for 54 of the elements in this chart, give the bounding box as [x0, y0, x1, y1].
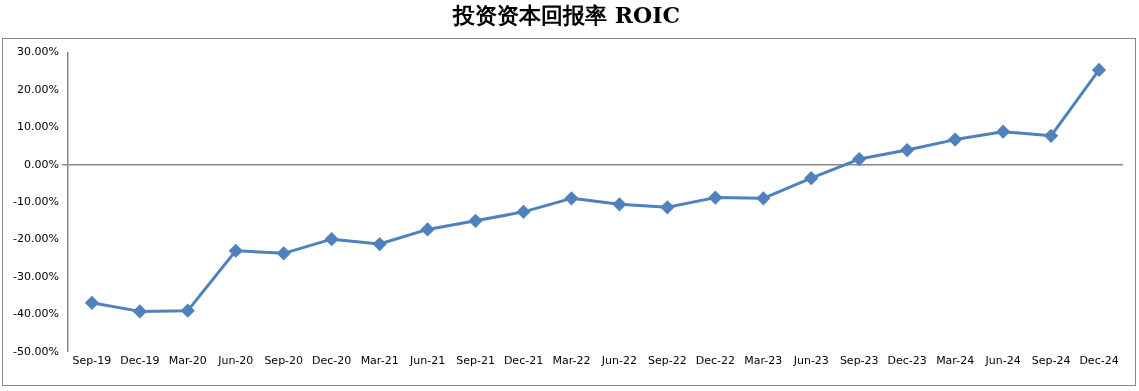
point — [900, 143, 914, 157]
x-tick-label: Mar-20 — [168, 354, 207, 368]
y-tick-label: -40.00% — [12, 307, 59, 321]
chart-title: 投资资本回报率 ROIC — [452, 1, 680, 28]
x-tick-label: Jun-22 — [600, 354, 638, 368]
y-tick-label: -10.00% — [12, 194, 59, 208]
x-tick-label: Sep-23 — [839, 354, 879, 368]
x-tick-label: Mar-24 — [936, 354, 975, 368]
x-tick-label: Dec-21 — [503, 354, 544, 368]
point — [229, 244, 243, 258]
point — [756, 191, 770, 205]
point — [660, 200, 674, 214]
point — [421, 222, 435, 236]
x-tick-label: Sep-19 — [72, 354, 112, 368]
point — [277, 246, 291, 260]
point — [517, 205, 531, 219]
point — [1092, 63, 1106, 77]
y-tick-label: 0.00% — [23, 157, 59, 171]
y-tick-label: 30.00% — [16, 45, 59, 59]
x-tick-label: Dec-24 — [1079, 354, 1119, 368]
x-tick-label: Dec-23 — [887, 354, 927, 368]
x-tick-label: Mar-23 — [744, 354, 783, 368]
x-tick-label: Dec-20 — [312, 354, 352, 368]
y-tick-label: 20.00% — [16, 82, 59, 96]
x-tick-label: Mar-21 — [360, 354, 399, 368]
point — [948, 133, 962, 147]
x-tick-label: Sep-22 — [648, 354, 687, 368]
y-tick-label: -30.00% — [12, 269, 59, 283]
point — [325, 232, 339, 246]
x-tick-label: Jun-21 — [409, 354, 446, 368]
x-tick-label: Sep-21 — [456, 354, 495, 368]
point — [996, 125, 1010, 139]
x-tick-label: Sep-24 — [1031, 354, 1071, 368]
point — [85, 296, 99, 310]
point — [1044, 129, 1058, 143]
x-tick-label: Dec-19 — [120, 354, 160, 368]
y-tick-label: -50.00% — [12, 344, 59, 358]
x-tick-label: Jun-24 — [984, 354, 1021, 368]
point — [564, 191, 578, 205]
point — [181, 304, 195, 318]
point — [708, 191, 722, 205]
point — [852, 152, 866, 166]
y-tick-label: -20.00% — [12, 232, 59, 246]
x-tick-label: Dec-22 — [695, 354, 735, 368]
x-tick-label: Jun-23 — [792, 354, 829, 368]
x-tick-label: Mar-22 — [552, 354, 591, 368]
x-tick-label: Jun-20 — [217, 354, 254, 368]
point — [469, 214, 483, 228]
point — [612, 197, 626, 211]
point — [373, 237, 387, 251]
y-tick-label: 10.00% — [16, 120, 59, 134]
x-tick-label: Sep-20 — [264, 354, 304, 368]
point — [804, 171, 818, 185]
point — [133, 304, 147, 318]
